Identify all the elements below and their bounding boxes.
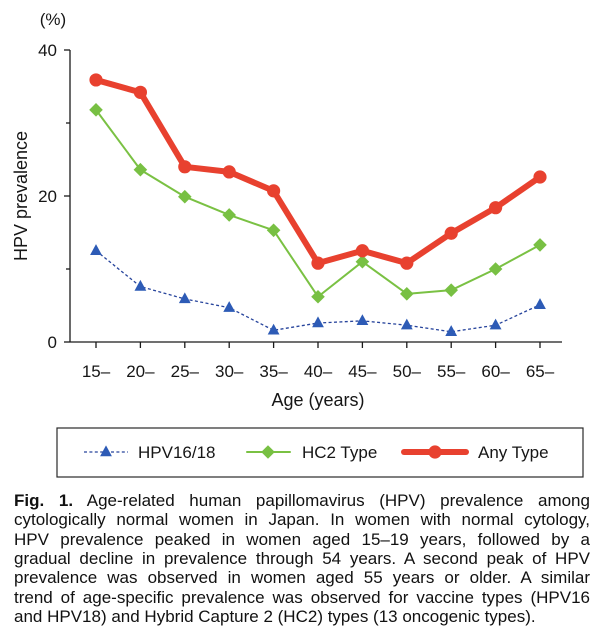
any-type-point-25 [178,160,192,174]
legend-swatch [246,445,291,459]
hpv16-18-point-15 [90,244,102,255]
legend-marker-triangle [100,445,112,457]
figure-label: Fig. 1. [14,491,74,510]
any-type-point-55 [444,226,458,240]
x-tick-label: 45– [348,362,377,381]
any-type-point-65 [533,170,547,184]
x-tick-label: 30– [215,362,244,381]
hpv16-18-point-25 [178,292,191,304]
hpv16-18-point-55 [445,325,458,336]
any-type-point-20 [133,85,147,99]
hpv16-18-point-30 [223,301,236,312]
x-tick-label: 55– [437,362,466,381]
any-type-line [93,76,543,267]
any-type-point-45 [355,244,369,258]
legend-label: HC2 Type [302,443,377,462]
hc2-type-point-65 [533,238,547,252]
hc2-type-point-40 [311,289,325,304]
any-type-point-15 [89,73,103,87]
hc2-type-point-25 [178,189,192,204]
caption-line: cytologically normal women in Japan. In … [14,510,590,529]
x-tick-label: 65– [526,362,555,381]
caption-text: gradual decline in prevalence through 54… [14,548,590,568]
legend-label: HPV16/18 [138,443,216,462]
figure-caption: Fig. 1. Age-related human papillomavirus… [14,491,590,626]
legend-item-hc2-type: HC2 Type [246,443,377,462]
x-tick-label: 20– [126,362,155,381]
hpv16-18-point-60 [489,318,502,330]
legend-marker-circle [428,445,442,459]
series-hpv16-18 [90,244,546,336]
legend-swatch [84,445,128,457]
caption-line: prevalence was observed in women aged 55… [14,568,590,587]
any-type-point-35 [267,184,281,198]
x-tick-label: 25– [171,362,200,381]
hc2-type-point-50 [400,287,414,301]
caption-text: and HPV18) and Hybrid Capture 2 (HC2) ty… [14,606,536,626]
hc2-type-point-45 [355,254,370,269]
x-axis-title: Age (years) [271,390,364,410]
hc2-type-point-35 [266,223,281,238]
legend-swatch [401,445,469,459]
any-type-point-40 [311,256,325,270]
y-tick-label: 20 [38,187,57,206]
y-axis-title: HPV prevalence [11,131,31,261]
x-tick-label: 35– [259,362,288,381]
any-type-point-30 [222,165,236,179]
x-tick-label: 15– [82,362,111,381]
hc2-type-point-60 [488,262,503,276]
hpv16-18-point-50 [400,318,413,330]
series-any-type [89,73,547,270]
caption-line: and HPV18) and Hybrid Capture 2 (HC2) ty… [14,607,590,626]
legend: HPV16/18 HC2 Type Any Type [56,427,584,478]
x-tick-label: 40– [304,362,333,381]
caption-line: Fig. 1. Age-related human papillomavirus… [14,491,590,510]
x-tick-label: 60– [481,362,510,381]
hpv16-18-point-20 [134,279,147,291]
caption-text: trend of age-specific prevalence was obs… [14,587,590,607]
caption-text: cytologically normal women in Japan. In … [14,510,590,530]
legend-item-any-type: Any Type [401,443,549,462]
x-tick-label: 50– [393,362,422,381]
hc2-type-point-30 [222,208,236,222]
caption-line: gradual decline in prevalence through 54… [14,549,590,568]
caption-text: prevalence was observed in women aged 55… [14,568,590,588]
hc2-type-point-15 [89,103,103,117]
x-axis-ticks: 15– 20– 25– 30– 35– 40– 45– 50– 55– 60– 65– [82,342,555,381]
y-axis-ticks: 0 20 40 [38,41,70,352]
legend-label: Any Type [478,443,549,462]
series-hc2-type [89,103,547,304]
legend-item-hpv16-18: HPV16/18 [84,443,216,462]
legend-box [56,427,584,478]
y-unit-label: (%) [40,10,66,29]
hpv16-18-point-40 [312,316,324,328]
hpv-prevalence-chart: (%) 0 20 40 15– 20– 25– 30– 35– 40– 45– 50– 55– 60–… [11,10,584,478]
y-tick-label: 40 [38,41,57,60]
hpv16-18-point-35 [267,323,280,335]
caption-line: HPV prevalence peaked in women aged 15–1… [14,530,590,549]
hpv16-18-point-65 [534,298,546,309]
y-tick-label: 0 [48,333,57,352]
caption-text: Age-related human papillomavirus (HPV) p… [86,491,590,510]
legend-marker-diamond [261,445,275,459]
hc2-type-point-55 [444,283,458,297]
hc2-type-point-20 [133,162,148,177]
any-type-point-60 [489,201,503,215]
any-type-point-50 [400,256,414,270]
caption-text: HPV prevalence peaked in women aged 15–1… [14,529,590,549]
axes: 0 20 40 15– 20– 25– 30– 35– 40– 45– 50– 55– 60– 65– [38,41,562,381]
plot-series [89,73,547,336]
caption-line: trend of age-specific prevalence was obs… [14,588,590,607]
hpv16-18-point-45 [356,314,369,326]
